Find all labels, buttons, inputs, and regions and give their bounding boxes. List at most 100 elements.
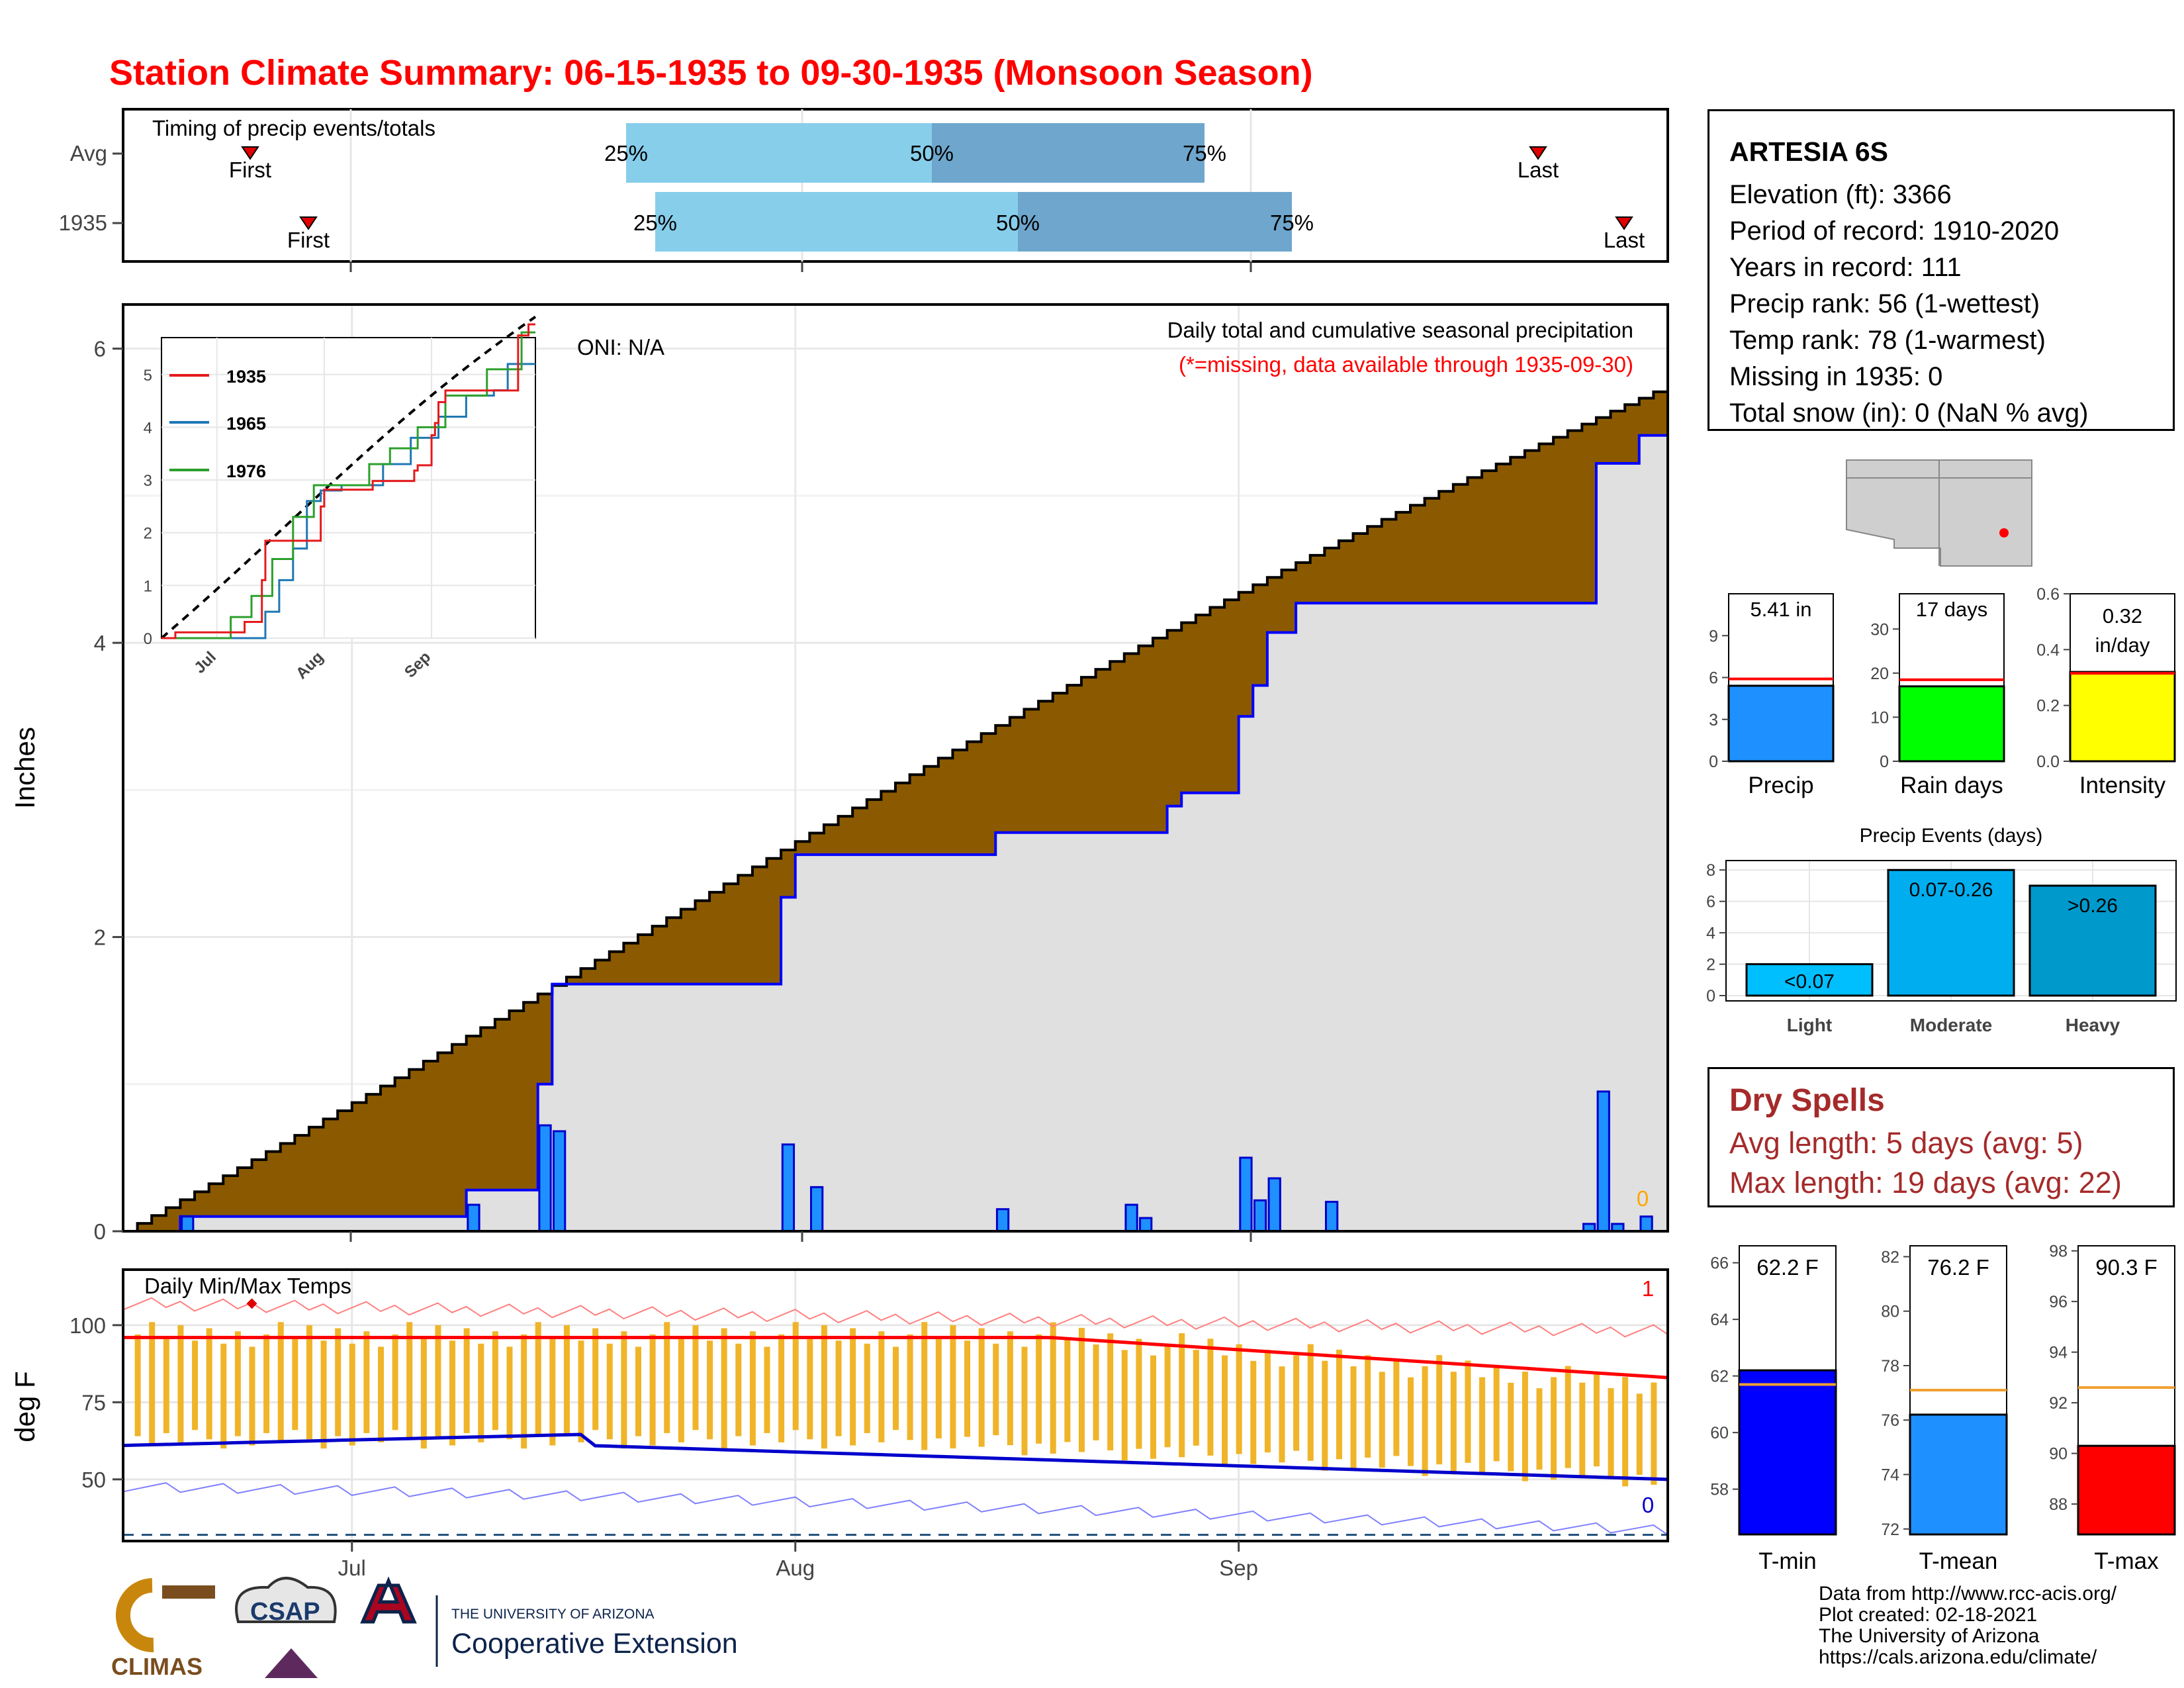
inset-yticks: 0 1 2 3 4 5 xyxy=(144,367,152,648)
temp-summary-tmin-tick-label: 64 xyxy=(1710,1311,1729,1329)
temp-daily-bar xyxy=(220,1343,227,1449)
timing-year-first-marker xyxy=(299,216,318,230)
temp-daily-bar xyxy=(549,1337,556,1446)
temp-summary-tmax-tick-label: 94 xyxy=(2049,1344,2068,1362)
temp-daily-bar xyxy=(1036,1334,1042,1444)
temp-daily-bar xyxy=(492,1331,498,1430)
precip-ytick-label: 4 xyxy=(94,631,106,655)
temp-summary-tmin-value: 62.2 F xyxy=(1756,1255,1819,1280)
temp-daily-bar xyxy=(521,1334,527,1449)
temp-daily-bar xyxy=(335,1328,341,1436)
temp-daily-bar xyxy=(1422,1366,1428,1476)
summary-intensity-value-unit: in/day xyxy=(2095,633,2150,657)
temp-daily-bar xyxy=(1078,1327,1085,1452)
events-bar-range: >0.26 xyxy=(2068,895,2118,917)
summary-precip-tick-label: 6 xyxy=(1709,669,1718,688)
temp-daily-bar xyxy=(249,1346,255,1446)
summary-precip-label: Precip xyxy=(1748,773,1813,798)
summary-raindays: 0 10 20 30 17 days Rain days xyxy=(1870,593,2005,798)
temp-daily-bar xyxy=(1522,1372,1528,1481)
credit-university: The University of Arizona xyxy=(1819,1625,2040,1647)
temp-daily-bar xyxy=(1250,1360,1257,1464)
temp-summary-tmean: 72 74 76 78 80 82 76.2 F T-mean xyxy=(1881,1245,2008,1574)
daily-precip-bars xyxy=(181,1090,1653,1233)
inset-grid xyxy=(161,338,535,639)
timing-year-first-label: First xyxy=(287,228,330,252)
temp-summary-tmin-tick-label: 60 xyxy=(1710,1424,1729,1442)
inset-legend-1935-label: 1935 xyxy=(226,367,266,387)
temp-daily-bar xyxy=(978,1328,985,1447)
summary-precip: 0 3 6 9 5.41 in Precip xyxy=(1709,593,1835,798)
inset-ytick-label: 0 xyxy=(144,630,152,648)
temp-summary-tmean-label: T-mean xyxy=(1919,1548,1998,1574)
record-low-count: 0 xyxy=(1642,1493,1654,1517)
precip-panel: 0 2 4 6 Inches ONI: N/A Daily total and cum… xyxy=(9,303,1669,1244)
timing-avg-q25-label: 25% xyxy=(604,141,648,165)
station-years: Years in record: 111 xyxy=(1729,253,1962,282)
temp-daily-bar xyxy=(1293,1355,1300,1451)
events-ytick-label: 6 xyxy=(1706,893,1715,912)
temp-daily-bar xyxy=(1336,1349,1342,1460)
dry-spells-avg: Avg length: 5 days (avg: 5) xyxy=(1729,1126,2083,1160)
temp-daily-bar xyxy=(1179,1333,1185,1458)
temp-summary-tmin: 58 60 62 64 66 62.2 F T-min xyxy=(1710,1245,1837,1574)
temp-daily-bar xyxy=(277,1322,284,1442)
temp-summary-tmean-tick-label: 76 xyxy=(1881,1411,1899,1430)
events-ytick-label: 4 xyxy=(1706,924,1715,943)
summary-intensity: 0.0 0.2 0.4 0.6 0.32 in/day Intensity xyxy=(2036,585,2176,798)
temp-panel-frame xyxy=(122,1268,1669,1542)
timing-year-last-label: Last xyxy=(1604,228,1645,252)
temp-summary-tmean-tick-label: 80 xyxy=(1881,1303,1899,1321)
summary-raindays-tick-label: 0 xyxy=(1880,753,1889,771)
temp-yticks: 50 75 100 xyxy=(69,1313,123,1492)
temp-daily-bar xyxy=(1322,1360,1328,1471)
summary-raindays-tick-label: 10 xyxy=(1870,708,1889,727)
temp-panel: 50 75 100 Jul Aug Sep Daily Min/Max Temps de… xyxy=(9,1268,1669,1580)
temp-daily-bar xyxy=(1021,1346,1028,1456)
events-bar-heavy xyxy=(2028,884,2157,997)
temp-daily-bar xyxy=(1651,1382,1657,1485)
temp-daily-bar xyxy=(807,1337,813,1440)
timing-year-q50-q75 xyxy=(1018,192,1292,252)
temp-summary-tmin-label: T-min xyxy=(1758,1548,1817,1574)
temp-daily-bar xyxy=(306,1325,312,1440)
temp-daily-bar xyxy=(735,1343,742,1436)
temp-summary-tmax-tick-label: 88 xyxy=(2049,1495,2068,1514)
temp-daily-bar xyxy=(378,1346,384,1442)
station-temp-rank: Temp rank: 78 (1-warmest) xyxy=(1729,326,2046,355)
temp-xticks: Jul Aug Sep xyxy=(338,1541,1258,1580)
ua-a-icon xyxy=(360,1576,417,1624)
csap-cloud xyxy=(235,1577,337,1623)
daily-precip-bar xyxy=(181,1215,195,1233)
events-bars: <0.07 Light 0.07-0.26 Moderate >0.26 Heavy xyxy=(1745,868,2157,1035)
temp-daily-bar xyxy=(964,1340,971,1437)
temp-daily-bar xyxy=(1465,1360,1471,1463)
temp-summary-tmax-bar xyxy=(2077,1444,2176,1536)
temp-xtick-label: Jul xyxy=(338,1556,366,1580)
inset-ytick-label: 5 xyxy=(144,367,152,385)
temp-daily-bar xyxy=(664,1322,670,1433)
temp-daily-bar xyxy=(950,1325,956,1449)
daily-precip-bar xyxy=(552,1130,567,1233)
temp-daily-bar xyxy=(850,1328,856,1446)
precip-ytick-label: 0 xyxy=(94,1219,106,1244)
temp-daily-bar xyxy=(1136,1338,1142,1449)
temp-daily-bar xyxy=(1579,1382,1586,1478)
temp-daily-bar xyxy=(234,1331,241,1436)
temp-daily-bar xyxy=(592,1328,599,1430)
inset-ytick-label: 2 xyxy=(144,525,152,543)
temp-daily-bar xyxy=(649,1334,656,1446)
station-name: ARTESIA 6S xyxy=(1729,136,1888,167)
precip-area-group xyxy=(123,385,1669,1233)
temp-daily-bar xyxy=(535,1322,541,1436)
station-missing: Missing in 1935: 0 xyxy=(1729,362,1943,391)
observed-cumulative-area xyxy=(123,435,1668,1231)
temp-daily-bar xyxy=(406,1322,413,1440)
temp-summary-tmean-bar xyxy=(1909,1413,2008,1536)
events-title: Precip Events (days) xyxy=(1860,825,2043,847)
temp-daily-bar xyxy=(993,1343,999,1436)
summary-intensity-tick-label: 0.0 xyxy=(2036,753,2060,771)
csap-logo-text: CSAP xyxy=(250,1598,320,1626)
timing-avg-q50-q75 xyxy=(932,123,1205,183)
daily-precip-bar xyxy=(1253,1199,1267,1233)
